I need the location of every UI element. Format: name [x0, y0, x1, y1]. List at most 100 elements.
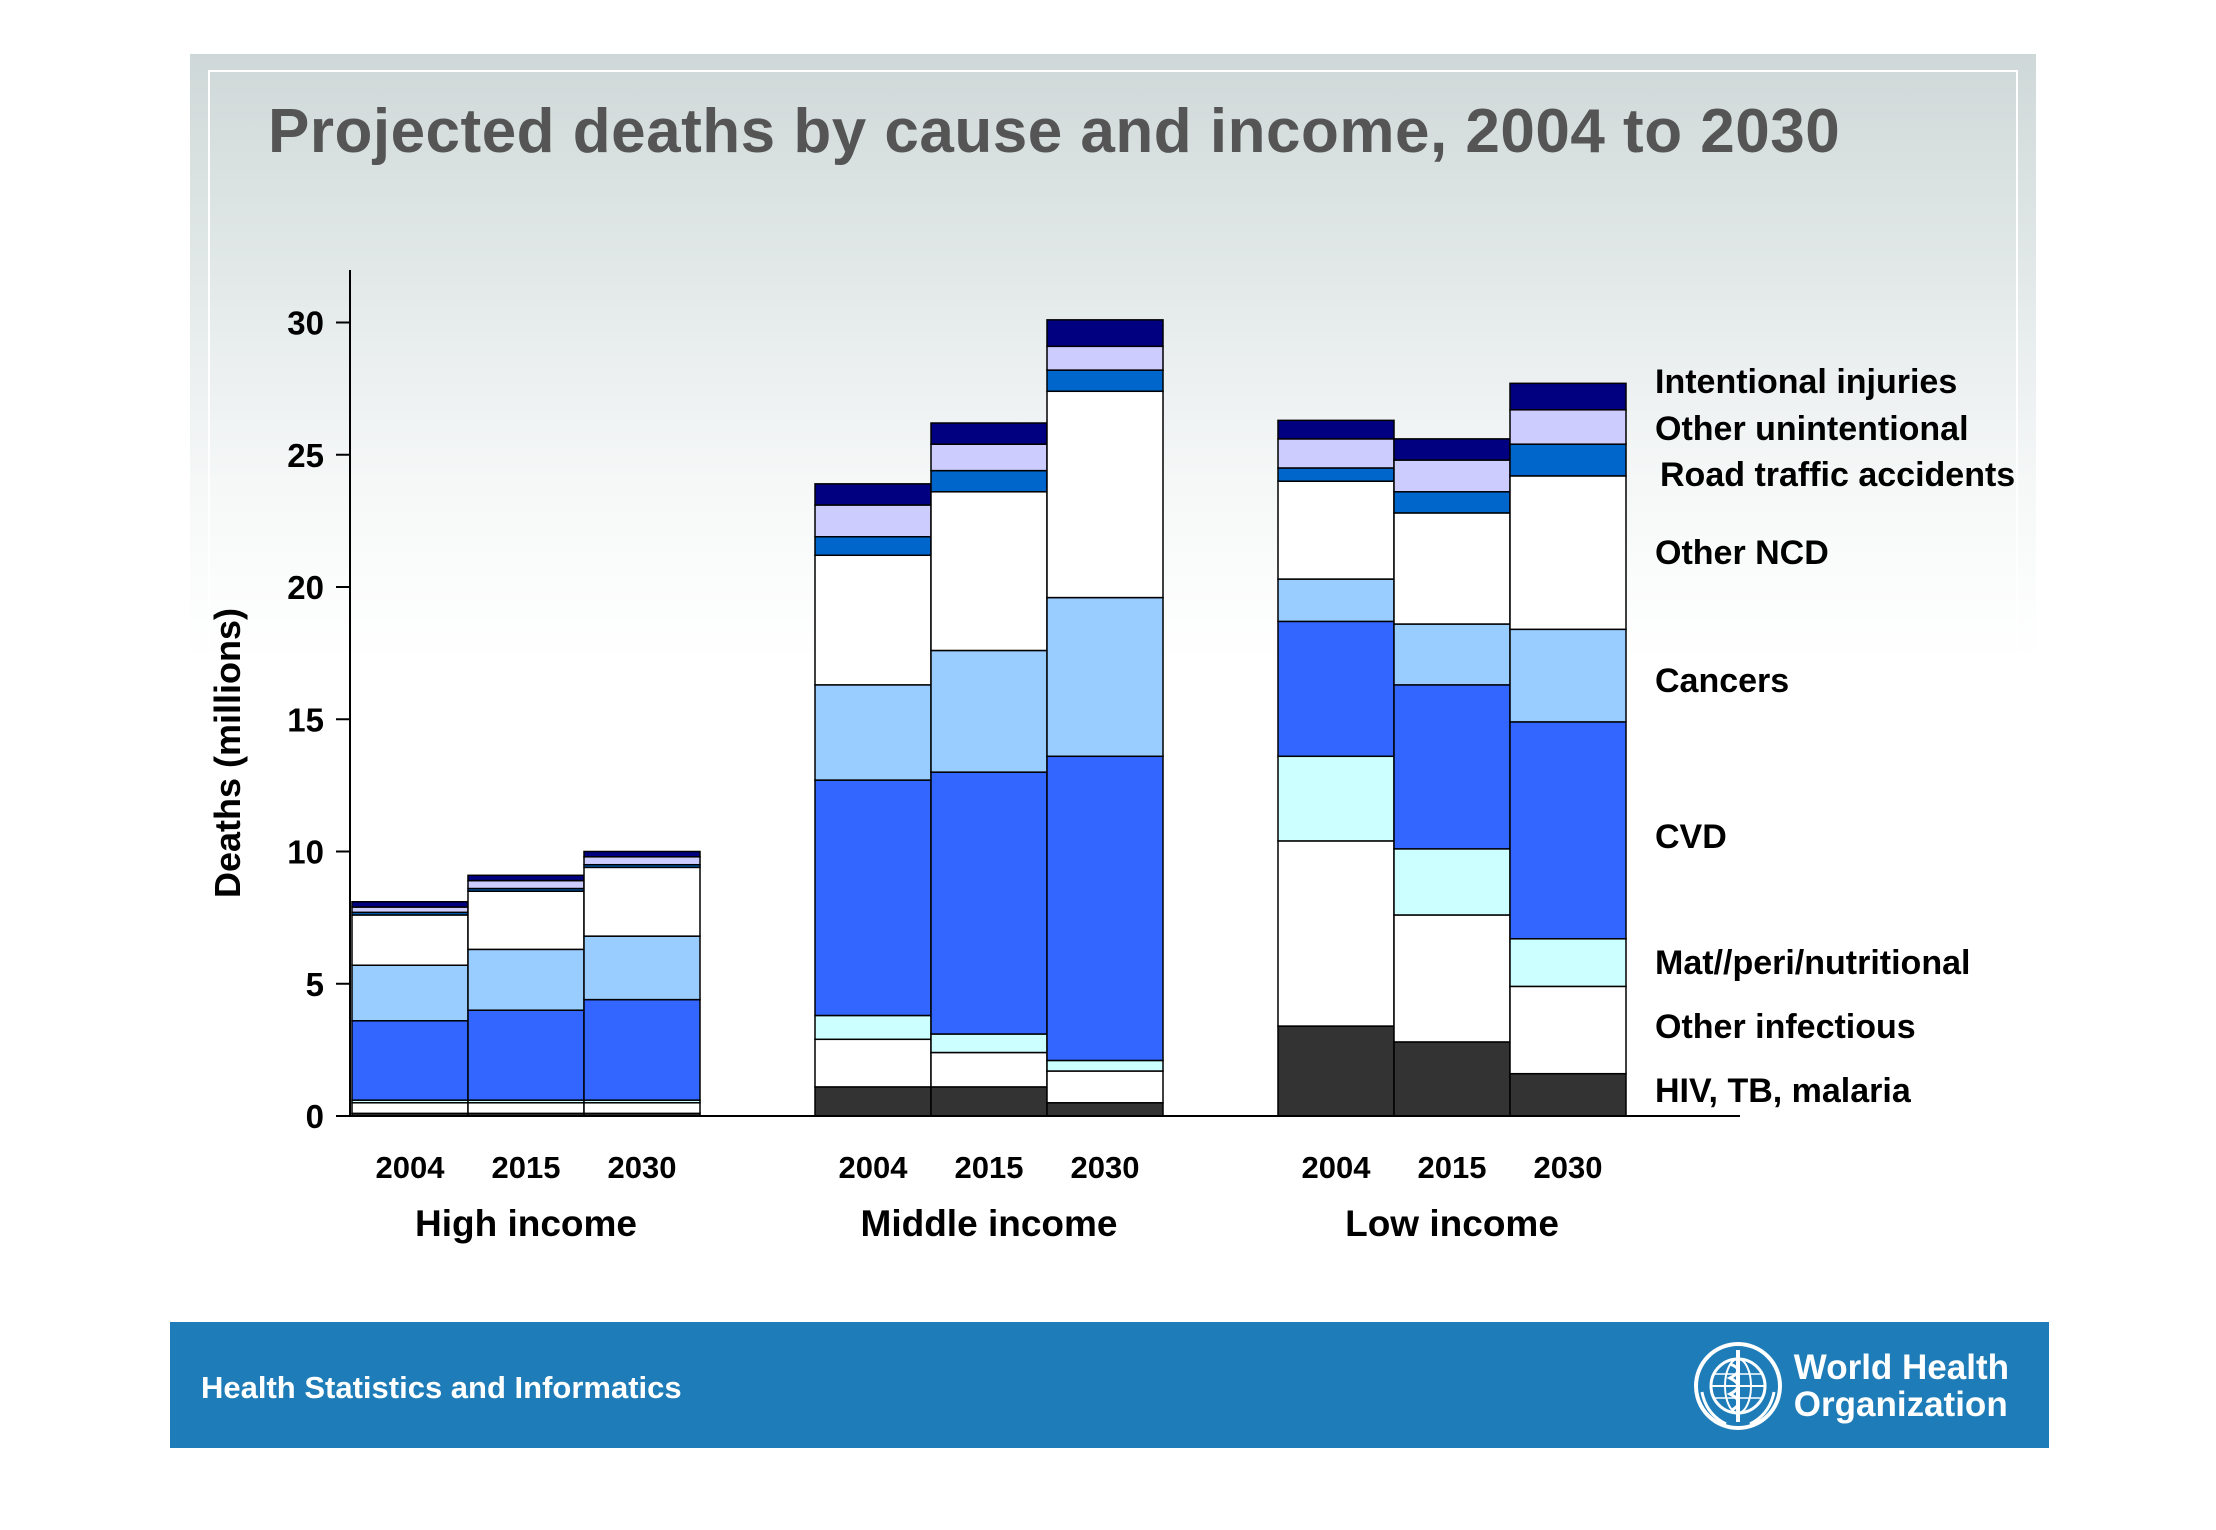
bar-segment: [351, 906, 469, 914]
x-tick-label: 2030: [608, 1150, 677, 1185]
bar-segment: [814, 504, 932, 538]
bar-segment: [1393, 512, 1511, 625]
bar-segment: [814, 1086, 932, 1117]
bar-segment: [1393, 914, 1511, 1043]
bar-segment: [1046, 1059, 1164, 1072]
bar-segment: [1046, 1102, 1164, 1117]
bar-segment: [1277, 419, 1395, 440]
bar-segment: [1277, 480, 1395, 580]
bar-segment: [1393, 459, 1511, 493]
x-tick-label: 2015: [955, 1150, 1024, 1185]
bar-segment: [467, 874, 585, 882]
bar-segment: [1509, 382, 1627, 411]
y-tick-label: 20: [287, 569, 324, 606]
bar-segment: [1509, 938, 1627, 988]
series-label: Mat//peri/nutritional: [1655, 944, 1970, 982]
x-tick-label: 2030: [1534, 1150, 1603, 1185]
bar-segment: [930, 422, 1048, 445]
bar-segment: [351, 914, 469, 966]
bar-segment: [1046, 596, 1164, 758]
bar-segment: [1509, 985, 1627, 1075]
series-label: Road traffic accidents: [1660, 456, 2015, 494]
bar-segment: [583, 866, 701, 937]
bar-segment: [930, 469, 1048, 493]
x-tick-label: 2015: [1418, 1150, 1487, 1185]
bar-segment: [1277, 438, 1395, 469]
bar-segment: [583, 1102, 701, 1115]
bar-segment: [814, 779, 932, 1017]
bar-segment: [1393, 1041, 1511, 1117]
bar-segment: [351, 901, 469, 908]
who-logo: World Health Organization: [1692, 1340, 2009, 1432]
bar-segment: [1393, 848, 1511, 916]
bar-segment: [351, 1102, 469, 1115]
bar-segment: [1046, 369, 1164, 393]
bar-segment: [1277, 467, 1395, 482]
bar-segment: [1046, 319, 1164, 348]
bar-segment: [583, 935, 701, 1001]
footer-bar: Health Statistics and Informatics World …: [170, 1322, 2049, 1448]
bar-segment: [930, 771, 1048, 1035]
bar-segment: [1509, 1072, 1627, 1117]
bar-segment: [1277, 755, 1395, 842]
x-tick-label: 2004: [376, 1150, 446, 1185]
bar-segment: [583, 850, 701, 858]
series-label: Other NCD: [1655, 534, 1829, 572]
y-tick-label: 30: [287, 305, 324, 342]
x-tick-label: 2015: [492, 1150, 561, 1185]
bar-segment: [467, 879, 585, 890]
who-wordmark: World Health Organization: [1794, 1349, 2009, 1423]
bar-segment: [467, 890, 585, 951]
bar-segment: [351, 964, 469, 1022]
bar-segment: [467, 1009, 585, 1101]
bar-segment: [1046, 1070, 1164, 1104]
who-wordmark-line1: World Health: [1793, 1348, 2009, 1387]
bar-segment: [1509, 628, 1627, 723]
series-label: HIV, TB, malaria: [1655, 1072, 1912, 1110]
bar-segment: [467, 1102, 585, 1115]
y-tick-label: 10: [287, 834, 324, 871]
bar-segment: [930, 491, 1048, 652]
bar-segment: [930, 443, 1048, 472]
bar-segment: [1509, 721, 1627, 940]
slide-title: Projected deaths by cause and income, 20…: [268, 97, 1841, 166]
bar-segment: [1393, 491, 1511, 514]
bar-segment: [1509, 443, 1627, 477]
stacked-bar-chart: 0 5 10 15 20 25 30 Deaths (millions) 2004 2015 203…: [207, 270, 2015, 1244]
bar-segment: [814, 483, 932, 506]
slide-frame: [208, 70, 2018, 1300]
bar-segment: [1393, 623, 1511, 686]
bar-segment: [583, 856, 701, 866]
bar-segment: [1277, 840, 1395, 1027]
bar-segment: [1393, 684, 1511, 850]
bar-segment: [814, 535, 932, 557]
y-tick-label: 5: [306, 966, 324, 1003]
bar-segment: [930, 649, 1048, 773]
series-label: Intentional injuries: [1655, 363, 1957, 401]
y-axis-label: Deaths (millions): [207, 608, 248, 898]
series-label: Cancers: [1655, 662, 1789, 700]
group-label: High income: [415, 1203, 637, 1244]
group-label: Low income: [1345, 1203, 1559, 1244]
bar-segment: [1509, 475, 1627, 631]
bar-segment: [1046, 390, 1164, 599]
bar-segment: [1277, 578, 1395, 623]
y-tick-label: 15: [287, 701, 324, 738]
footer-text: Health Statistics and Informatics: [201, 1370, 682, 1405]
bar-segment: [1277, 1025, 1395, 1117]
bar-segment: [351, 1020, 469, 1101]
who-wordmark-line2: Organization: [1793, 1385, 2008, 1424]
bar-segment: [1277, 620, 1395, 758]
y-tick-label: 25: [287, 437, 324, 474]
y-tick-label: 0: [306, 1098, 324, 1135]
x-tick-label: 2004: [839, 1150, 909, 1185]
group-label: Middle income: [861, 1203, 1118, 1244]
who-emblem-icon: [1693, 1342, 1782, 1430]
x-tick-label: 2030: [1071, 1150, 1140, 1185]
bar-segment: [1509, 409, 1627, 445]
x-tick-label: 2004: [1302, 1150, 1372, 1185]
bar-segment: [930, 1051, 1048, 1088]
bar-segment: [1046, 345, 1164, 371]
bar-segment: [930, 1033, 1048, 1054]
series-label: CVD: [1655, 818, 1727, 856]
